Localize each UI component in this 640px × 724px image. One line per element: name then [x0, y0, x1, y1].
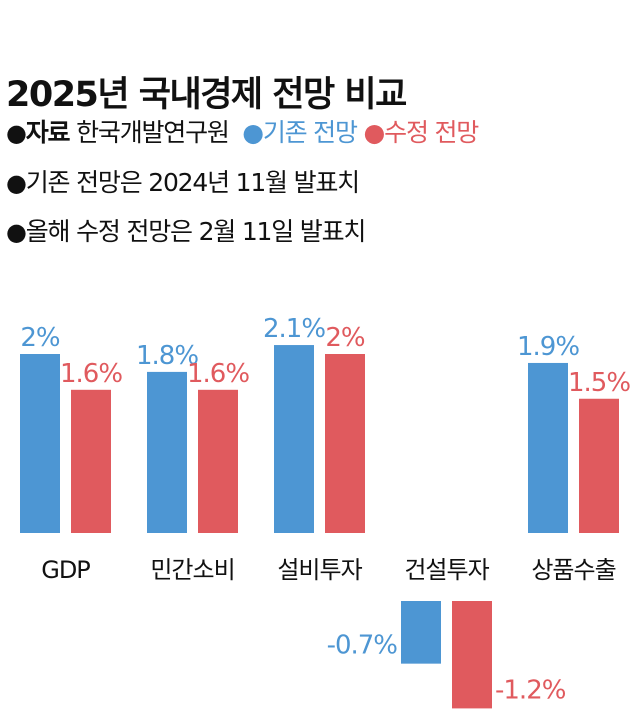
note-revised-date: ●올해 수정 전망은 2월 11일 발표치	[6, 217, 367, 247]
category-label: 건설투자	[404, 556, 489, 584]
data-label: 1.8%	[136, 341, 198, 371]
data-label: -0.7%	[327, 630, 398, 660]
bar-existing	[274, 345, 314, 533]
category-label: 설비투자	[277, 556, 362, 584]
bar-existing	[20, 354, 60, 533]
note-existing-date: ●기존 전망은 2024년 11월 발표치	[6, 168, 360, 198]
data-label: 1.6%	[187, 359, 249, 389]
data-label: 1.5%	[568, 368, 630, 398]
data-label: 2%	[20, 323, 60, 353]
source-value: 한국개발연구원	[76, 118, 230, 147]
bar-existing	[528, 362, 568, 533]
note-text: 기존 전망은 2024년 11월 발표치	[25, 168, 360, 197]
legend-revised: ●수정 전망	[363, 118, 480, 147]
data-label: 2%	[325, 323, 365, 353]
bar-revised	[579, 398, 619, 533]
bar-revised	[198, 389, 238, 533]
bullet-icon: ●	[6, 218, 27, 246]
data-label: 1.9%	[517, 332, 579, 362]
bar-existing	[401, 601, 441, 664]
data-label: -1.2%	[495, 675, 566, 705]
source-label: 자료	[25, 118, 71, 147]
bullet-icon: ●	[6, 169, 27, 197]
data-label: 1.6%	[60, 359, 122, 389]
bar-revised	[325, 354, 365, 533]
category-label: GDP	[41, 556, 90, 584]
bar-revised	[452, 601, 492, 709]
bar-revised	[71, 389, 111, 533]
note-text: 올해 수정 전망은 2월 11일 발표치	[25, 217, 367, 246]
bar-existing	[147, 371, 187, 533]
bullet-icon: ●	[6, 119, 27, 147]
chart-title: 2025년 국내경제 전망 비교	[6, 75, 407, 115]
data-label: 2.1%	[263, 314, 325, 344]
category-label: 민간소비	[150, 556, 234, 584]
legend-existing: ●기존 전망	[242, 118, 358, 147]
source-line: ●자료 한국개발연구원 ●기존 전망 ●수정 전망	[6, 118, 480, 148]
category-label: 상품수출	[531, 556, 615, 584]
